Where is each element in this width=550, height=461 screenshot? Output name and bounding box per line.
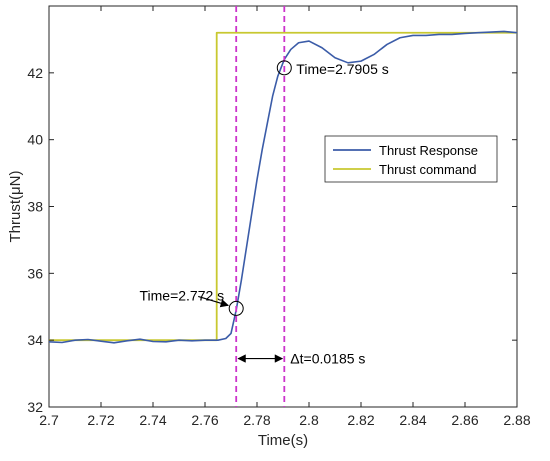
annotation-delta-t: Δt=0.0185 s xyxy=(290,351,365,367)
x-tick-label: 2.84 xyxy=(399,412,426,428)
annotation-time-start: Time=2.772 s xyxy=(139,287,224,303)
y-tick-label: 38 xyxy=(27,199,43,215)
x-axis-label: Time(s) xyxy=(258,432,308,449)
x-tick-label: 2.74 xyxy=(139,412,166,428)
y-tick-label: 32 xyxy=(27,399,43,415)
legend-box xyxy=(324,135,498,183)
x-tick-label: 2.78 xyxy=(243,412,270,428)
y-tick-label: 36 xyxy=(27,265,43,281)
marker-time-end xyxy=(276,60,292,76)
y-tick-label: 40 xyxy=(27,132,43,148)
legend: Thrust Response Thrust command xyxy=(324,135,498,183)
plot-area xyxy=(48,5,518,408)
x-tick-label: 2.82 xyxy=(347,412,374,428)
series-thrust-response xyxy=(49,30,517,344)
legend-label-thrust-command: Thrust command xyxy=(379,162,477,177)
y-axis-label: Thrust(μN) xyxy=(7,171,24,243)
y-tick-label: 34 xyxy=(27,332,43,348)
annotation-time-end: Time=2.7905 s xyxy=(296,61,388,77)
marker-time-start xyxy=(228,300,244,316)
x-tick-label: 2.76 xyxy=(191,412,218,428)
x-tick-label: 2.72 xyxy=(87,412,114,428)
legend-label-thrust-response: Thrust Response xyxy=(379,143,478,158)
x-tick-label: 2.88 xyxy=(503,412,530,428)
y-tick-label: 42 xyxy=(27,65,43,81)
x-tick-label: 2.86 xyxy=(451,412,478,428)
x-tick-label: 2.7 xyxy=(39,412,59,428)
annotation-arrow-start xyxy=(198,295,230,308)
x-tick-label: 2.8 xyxy=(299,412,319,428)
